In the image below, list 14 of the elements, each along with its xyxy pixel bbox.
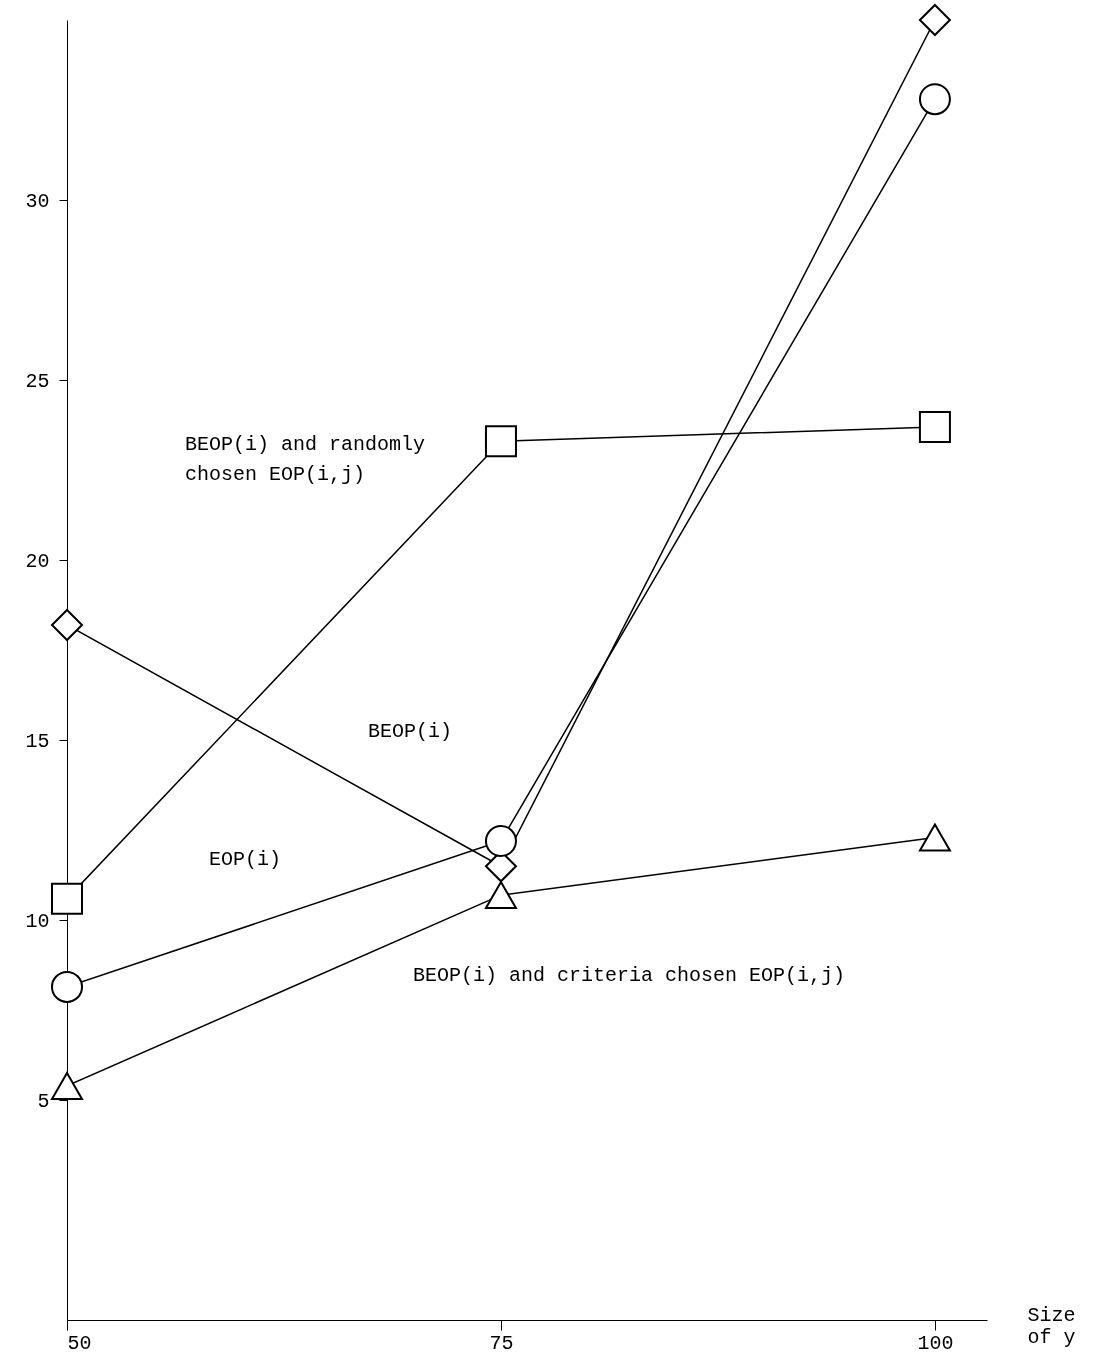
y-tick-label: 25: [25, 369, 50, 393]
y-tick-label: 30: [25, 189, 50, 213]
y-tick-label: 15: [25, 729, 50, 753]
x-tick-label: 100: [917, 1331, 954, 1355]
x-tick-label: 50: [67, 1331, 92, 1355]
series-label: BEOP(i) and randomly chosen EOP(i,j): [185, 432, 426, 486]
y-tick-label: 20: [25, 549, 50, 573]
y-tick-label: 10: [25, 909, 50, 933]
x-tick-label: 75: [489, 1331, 514, 1355]
y-tick-label: 5: [37, 1089, 50, 1113]
series-label: BEOP(i) and criteria chosen EOP(i,j): [412, 964, 846, 988]
text: EOP(i): [208, 848, 281, 872]
x-axis-title: Size of y: [1027, 1303, 1076, 1349]
text: BEOP(i): [367, 720, 452, 744]
